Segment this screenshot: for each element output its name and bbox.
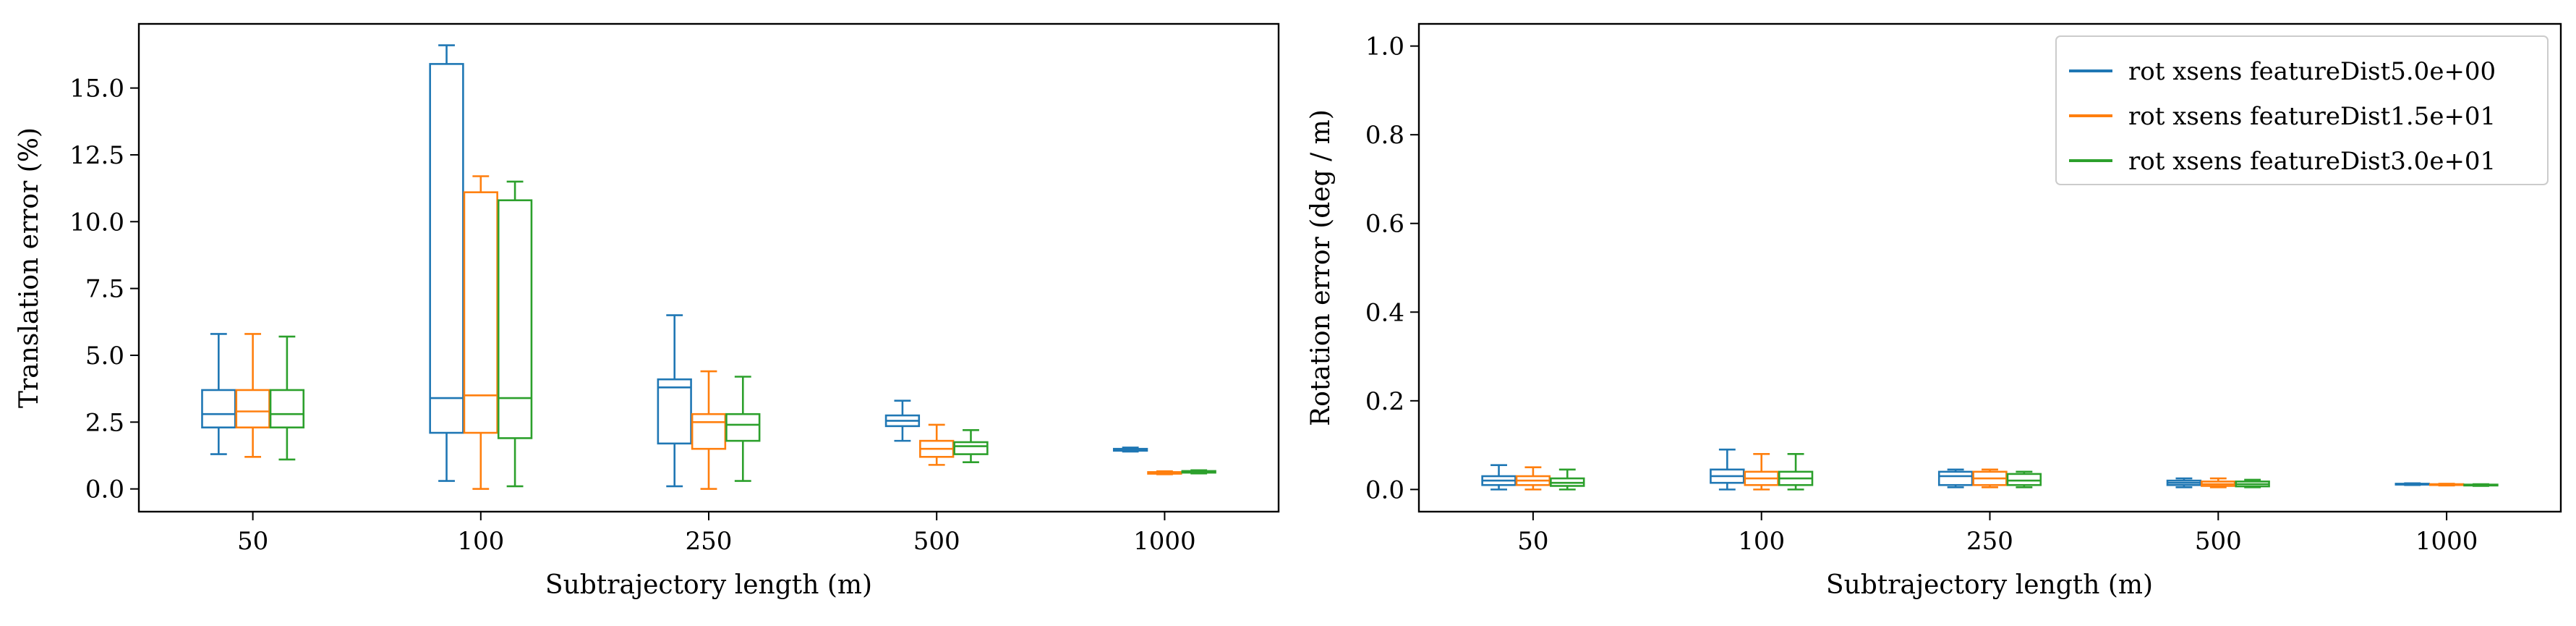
iqr-box [497, 199, 533, 439]
x-tick-label: 50 [1517, 527, 1548, 556]
box-1-50 [1481, 464, 1517, 491]
box-1-500 [884, 399, 921, 442]
box-1-250 [1937, 468, 1974, 488]
box-3-250 [725, 376, 761, 482]
box-2-50 [235, 333, 270, 458]
x-tick-label: 100 [1738, 527, 1785, 556]
legend-frame [2055, 35, 2549, 185]
chart-panel-1: 0.0 2.5 5.0 7.5 10.0 12.5 15.0 50 100 250 500 1000 S… [14, 22, 1280, 600]
y-tick-label: 10.0 [69, 208, 124, 237]
iqr-box [657, 378, 692, 445]
box-3-100 [497, 180, 533, 488]
iqr-box [429, 63, 464, 434]
legend-entry: rot xsens featureDist1.5e+01 [2128, 102, 2496, 131]
y-tick-label: 0.0 [85, 475, 124, 504]
y-tick-label: 0.6 [1365, 210, 1404, 239]
legend-entry: rot xsens featureDist3.0e+01 [2128, 147, 2496, 176]
x-tick-label: 50 [237, 527, 268, 556]
iqr-box [235, 389, 270, 428]
axes-frame [1417, 22, 2562, 513]
box-2-500 [919, 423, 955, 466]
y-tick-label: 12.5 [69, 141, 124, 170]
box-1-50 [201, 333, 236, 455]
y-axis-label: Rotation error (deg / m) [1306, 109, 1336, 426]
legend: rot xsens featureDist5.0e+00 rot xsens fe… [2055, 35, 2549, 185]
x-tick-label: 250 [686, 527, 733, 556]
legend-entry: rot xsens featureDist5.0e+00 [2128, 57, 2496, 86]
iqr-box [269, 389, 305, 428]
box-2-50 [1515, 466, 1551, 491]
box-1-100 [429, 44, 464, 482]
box-2-250 [1972, 468, 2008, 488]
box-1-100 [1710, 448, 1745, 491]
x-axis-label: Subtrajectory length (m) [545, 570, 872, 600]
box-1-500 [2166, 477, 2202, 488]
iqr-box [2006, 473, 2042, 486]
box-3-100 [1778, 453, 1814, 491]
x-tick-label: 100 [457, 527, 504, 556]
x-tick-label: 250 [1966, 527, 2013, 556]
x-tick-label: 1000 [1133, 527, 1196, 556]
chart-panel-2: 0.0 0.2 0.4 0.6 0.8 1.0 50 100 250 500 1000 Subtraj… [1306, 22, 2562, 600]
x-tick-label: 500 [913, 527, 960, 556]
y-tick-label: 0.8 [1365, 121, 1404, 150]
iqr-box [463, 191, 498, 434]
iqr-box [725, 413, 761, 442]
box-2-1000 [2428, 483, 2465, 487]
box-3-1000 [2463, 483, 2499, 487]
y-tick-label: 0.0 [1365, 475, 1404, 504]
box-2-1000 [1147, 470, 1182, 475]
box-2-250 [691, 370, 727, 490]
y-tick-label: 0.2 [1365, 387, 1404, 416]
axes-frame [137, 22, 1280, 513]
y-tick-label: 7.5 [85, 275, 124, 304]
box-2-100 [1744, 453, 1779, 491]
x-tick-label: 1000 [2415, 527, 2478, 556]
box-3-500 [2235, 478, 2270, 488]
y-tick-label: 15.0 [69, 75, 124, 103]
box-3-50 [269, 335, 305, 461]
box-2-500 [2201, 477, 2236, 488]
y-tick-label: 0.4 [1365, 298, 1404, 327]
x-axis-label: Subtrajectory length (m) [1826, 570, 2153, 600]
y-axis-label: Translation error (%) [14, 127, 44, 408]
box-3-1000 [1181, 469, 1216, 475]
iqr-box [953, 441, 989, 455]
iqr-box [691, 413, 727, 450]
y-tick-label: 1.0 [1365, 33, 1404, 62]
y-tick-label: 5.0 [85, 342, 124, 371]
x-tick-label: 500 [2195, 527, 2242, 556]
box-1-1000 [2394, 482, 2430, 486]
box-2-100 [463, 175, 498, 490]
box-1-1000 [1112, 447, 1148, 453]
box-3-500 [953, 429, 989, 463]
y-tick-label: 2.5 [85, 408, 124, 437]
box-1-250 [657, 314, 692, 488]
box-3-250 [2006, 470, 2042, 488]
box-3-50 [1550, 468, 1585, 491]
iqr-box [201, 389, 236, 428]
iqr-box [1937, 470, 1974, 486]
